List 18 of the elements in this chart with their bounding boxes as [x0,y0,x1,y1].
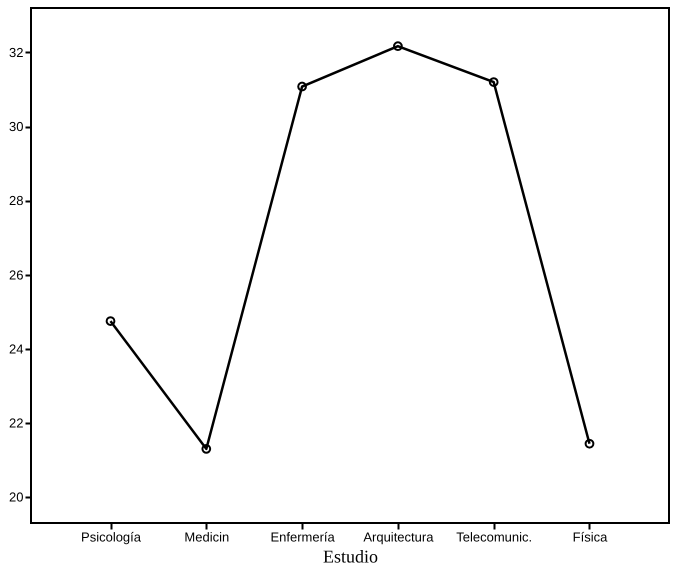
point [393,41,403,52]
x-tick-label: Enfermería [270,530,336,544]
y-tick-label: 22 [9,415,24,430]
x-tick-label: Telecomunic. [456,530,532,544]
y-tick-label: 24 [9,341,24,356]
x-tick-label: Arquitectura [363,530,434,544]
point [201,444,212,454]
x-tick-label: Medicin [184,530,230,544]
y-tick-label: 30 [9,119,24,134]
point [488,77,499,87]
y-tick-label: 32 [9,44,24,60]
x-axis-title: Estudio [322,546,378,566]
x-tick-label: Psicología [81,530,142,544]
y-tick-label: 28 [9,193,24,208]
point [297,82,307,92]
y-tick-label: 26 [9,267,24,282]
y-tick-label: 20 [9,490,24,505]
x-tick-label: Física [572,530,608,544]
